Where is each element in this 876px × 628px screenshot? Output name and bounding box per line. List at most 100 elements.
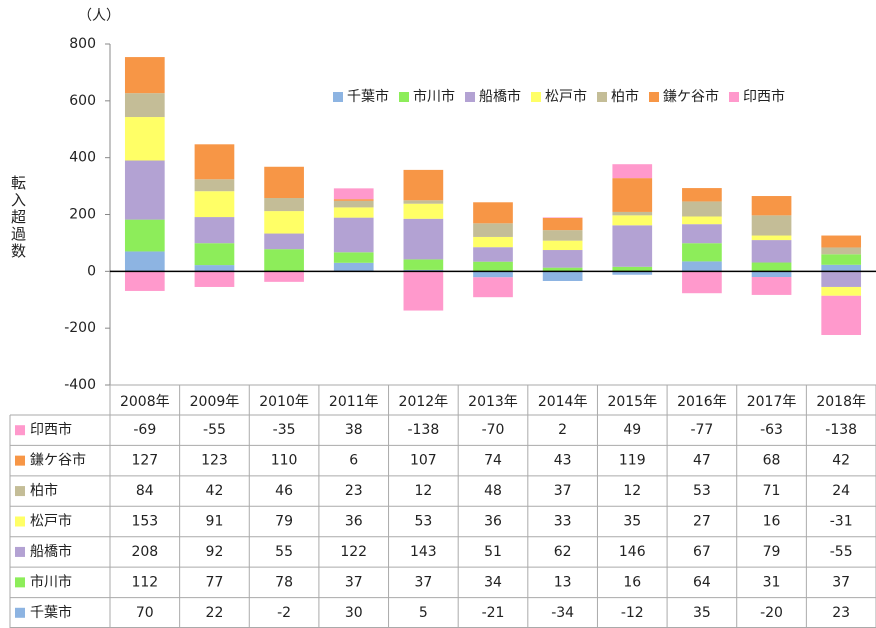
bar-segment	[333, 217, 374, 253]
table-cell: 79	[275, 514, 293, 530]
table-cell: 74	[484, 453, 502, 469]
legend-label: 千葉市	[347, 88, 389, 105]
bar-segment	[682, 243, 722, 262]
table-cell: 112	[131, 574, 158, 590]
bar-segment	[821, 264, 862, 272]
table-cell: -138	[407, 422, 439, 438]
x-tick-label: 2016年	[677, 394, 727, 410]
table-cell: 2	[558, 422, 567, 438]
bar-segment	[682, 271, 722, 294]
table-cell: 43	[554, 453, 572, 469]
x-tick-label: 2010年	[259, 394, 309, 410]
table-cell: -2	[277, 605, 291, 621]
table-cell: 77	[206, 574, 224, 590]
table-cell: 123	[201, 453, 228, 469]
table-cell: 6	[349, 453, 358, 469]
table-row-label: 千葉市	[30, 604, 72, 621]
table-cell: -20	[760, 605, 783, 621]
bar-segment	[194, 144, 235, 180]
bar-segment	[682, 216, 722, 225]
bar-segment	[542, 230, 583, 241]
y-tick-label: -200	[64, 320, 96, 336]
table-row-label: 船橋市	[30, 543, 72, 560]
table-cell: -138	[825, 422, 857, 438]
bar-segment	[403, 203, 444, 219]
table-cell: 127	[131, 453, 158, 469]
legend-label: 船橋市	[479, 88, 521, 105]
table-cell: -55	[830, 544, 853, 560]
table-cell: 53	[693, 483, 711, 499]
table-cell: 70	[136, 605, 154, 621]
bar-segment	[542, 267, 583, 272]
table-cell: 51	[484, 544, 502, 560]
table-cell: -55	[203, 422, 226, 438]
unit-label: （人）	[78, 8, 120, 24]
bar-segment	[542, 217, 583, 231]
table-row-label: 市川市	[30, 573, 72, 590]
y-tick-label: -400	[64, 377, 96, 393]
bar-segment	[473, 236, 513, 248]
table-swatch	[15, 486, 25, 497]
bar-segment	[194, 243, 235, 266]
table-cell: 42	[832, 453, 850, 469]
bar-segment	[124, 251, 165, 272]
legend-swatch	[729, 92, 739, 102]
table-cell: 16	[763, 514, 781, 530]
table-cell: 78	[275, 574, 293, 590]
bar-segment	[264, 198, 304, 212]
bar-segment	[821, 247, 862, 255]
table-cell: 36	[345, 514, 363, 530]
bar-segment	[264, 233, 304, 250]
table-cell: 12	[414, 483, 432, 499]
y-axis-title: 転入超過数	[9, 175, 27, 260]
bar-segment	[124, 160, 165, 220]
table-cell: 23	[345, 483, 363, 499]
table-swatch	[15, 516, 25, 527]
table-cell: 49	[623, 422, 641, 438]
bar-segment	[333, 252, 374, 263]
table-swatch	[15, 577, 25, 588]
bar-segment	[264, 166, 304, 199]
table-cell: 24	[832, 483, 850, 499]
bar-segment	[124, 117, 165, 161]
x-tick-label: 2008年	[120, 394, 170, 410]
table-cell: -31	[830, 514, 853, 530]
table-row-label: 印西市	[30, 421, 72, 438]
table-cell: 68	[763, 453, 781, 469]
table-cell: 146	[619, 544, 646, 560]
bar-segment	[194, 271, 235, 287]
bar-segment	[264, 271, 304, 282]
table-cell: 37	[832, 574, 850, 590]
table-cell: 35	[693, 605, 711, 621]
bar-segment	[682, 224, 722, 244]
table-swatch	[15, 607, 25, 618]
bar-segment	[612, 225, 653, 267]
table-cell: 91	[206, 514, 224, 530]
bar-segment	[194, 217, 235, 244]
table-cell: 62	[554, 544, 572, 560]
table-cell: -63	[760, 422, 783, 438]
table-cell: 48	[484, 483, 502, 499]
x-tick-label: 2015年	[607, 394, 657, 410]
table-cell: 122	[340, 544, 367, 560]
table-cell: 35	[623, 514, 641, 530]
bar-segment	[473, 271, 513, 278]
bar-segment	[821, 235, 862, 248]
table-row-label: 松戸市	[30, 513, 72, 530]
x-tick-label: 2013年	[468, 394, 518, 410]
bar-segment	[194, 179, 235, 192]
bar-segment	[821, 295, 862, 335]
table-row-label: 鎌ケ谷市	[30, 452, 86, 469]
bar-segment	[612, 164, 653, 179]
table-cell: 30	[345, 605, 363, 621]
table-cell: 46	[275, 483, 293, 499]
table-cell: -34	[551, 605, 574, 621]
x-tick-label: 2012年	[399, 394, 449, 410]
table-cell: 71	[763, 483, 781, 499]
bar-segment	[333, 200, 374, 208]
bar-segment	[333, 262, 374, 272]
bar-segment	[542, 217, 583, 218]
bar-segment	[124, 93, 165, 118]
table-cell: 13	[554, 574, 572, 590]
table-cell: -69	[133, 422, 156, 438]
